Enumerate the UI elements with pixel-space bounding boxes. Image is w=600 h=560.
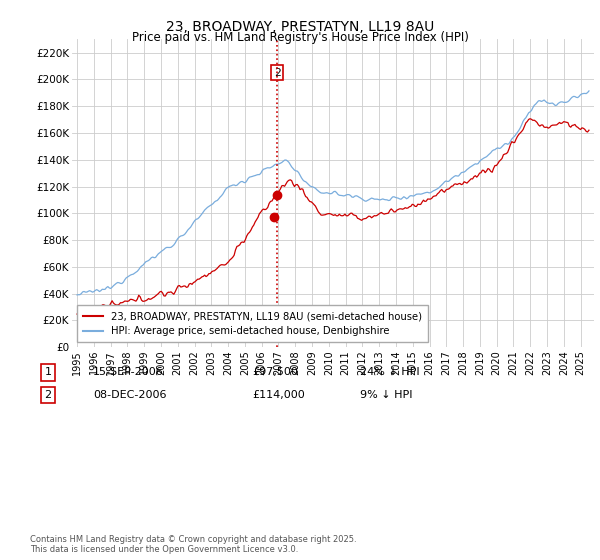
Text: £114,000: £114,000: [252, 390, 305, 400]
Text: Price paid vs. HM Land Registry's House Price Index (HPI): Price paid vs. HM Land Registry's House …: [131, 31, 469, 44]
Legend: 23, BROADWAY, PRESTATYN, LL19 8AU (semi-detached house), HPI: Average price, sem: 23, BROADWAY, PRESTATYN, LL19 8AU (semi-…: [77, 305, 428, 342]
Text: 2: 2: [44, 390, 52, 400]
Text: 15-SEP-2006: 15-SEP-2006: [93, 367, 164, 377]
Text: 1: 1: [44, 367, 52, 377]
Text: 2: 2: [274, 68, 281, 78]
Text: 24% ↓ HPI: 24% ↓ HPI: [360, 367, 419, 377]
Text: £97,500: £97,500: [252, 367, 298, 377]
Text: 9% ↓ HPI: 9% ↓ HPI: [360, 390, 413, 400]
Text: 08-DEC-2006: 08-DEC-2006: [93, 390, 167, 400]
Text: Contains HM Land Registry data © Crown copyright and database right 2025.
This d: Contains HM Land Registry data © Crown c…: [30, 535, 356, 554]
Text: 23, BROADWAY, PRESTATYN, LL19 8AU: 23, BROADWAY, PRESTATYN, LL19 8AU: [166, 20, 434, 34]
